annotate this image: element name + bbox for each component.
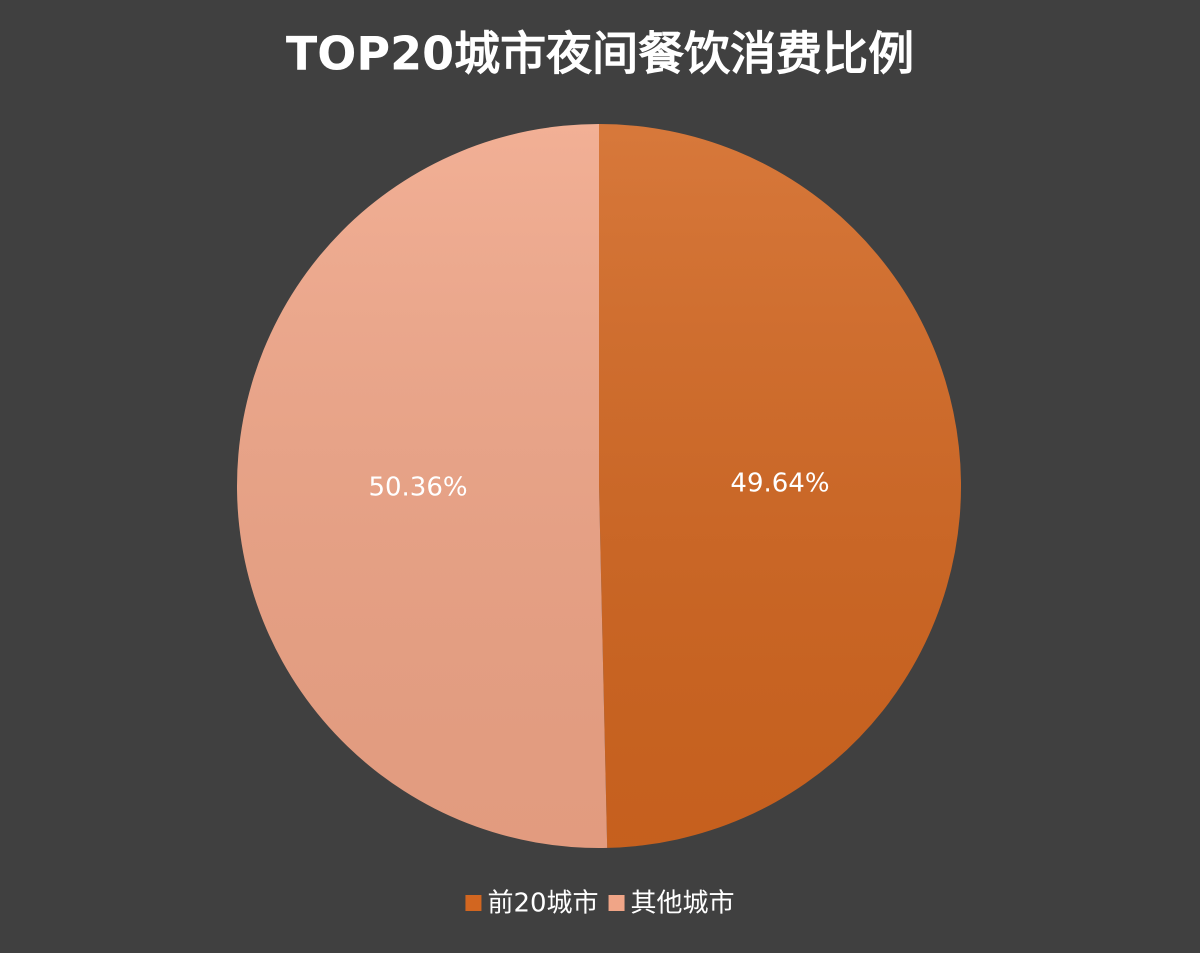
legend-swatch	[608, 895, 625, 911]
chart-title: TOP20城市夜间餐饮消费比例	[286, 27, 914, 81]
data-label: 50.36%	[368, 473, 467, 503]
legend-label: 前20城市	[487, 889, 598, 919]
data-label: 49.64%	[730, 468, 829, 498]
legend-swatch	[465, 895, 482, 911]
legend-label: 其他城市	[631, 889, 735, 919]
